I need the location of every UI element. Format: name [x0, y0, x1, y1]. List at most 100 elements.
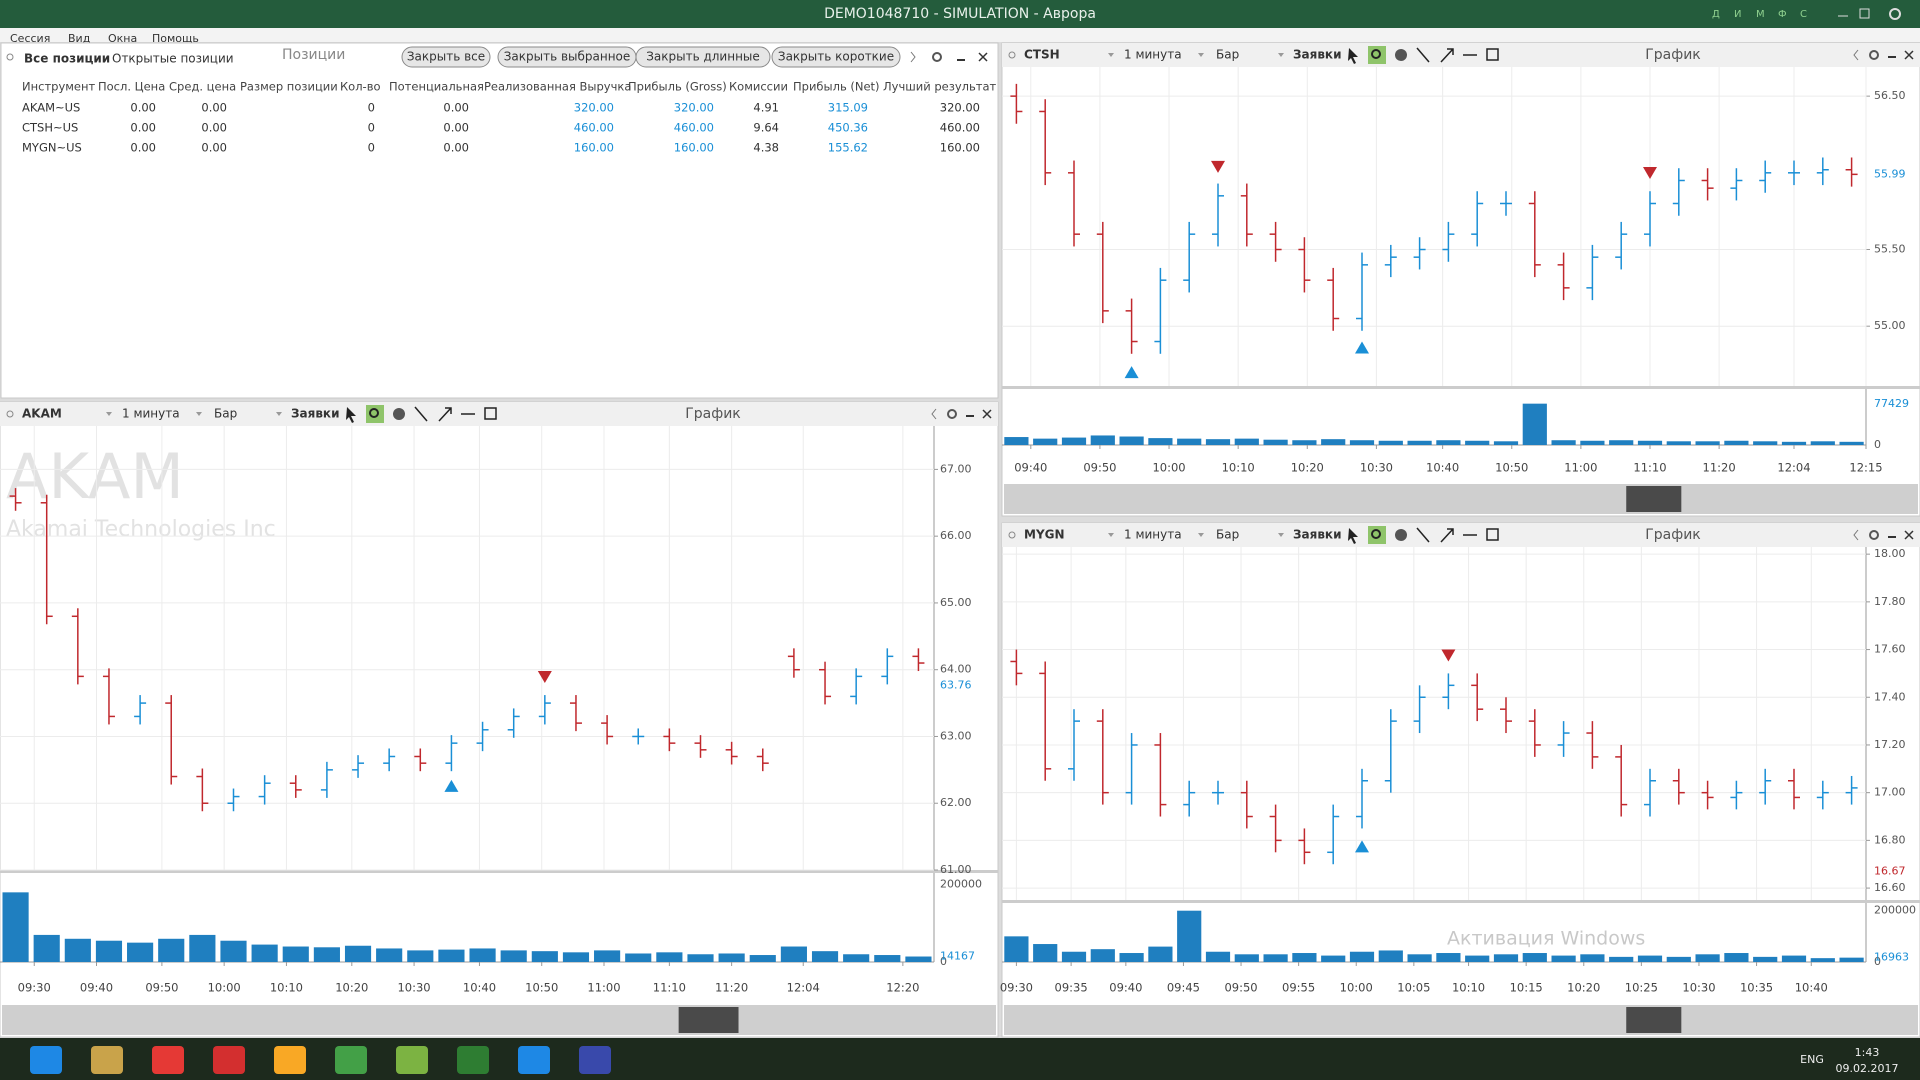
button[interactable] [635, 46, 771, 68]
hand-tool[interactable] [1395, 49, 1407, 61]
hand-tool[interactable] [1395, 529, 1407, 541]
scrollbar[interactable] [2, 1005, 996, 1035]
button-label[interactable]: Закрыть длинные [646, 50, 760, 64]
arrow-tool[interactable] [438, 407, 452, 422]
taskbar-app[interactable] [335, 1046, 367, 1074]
button[interactable] [771, 46, 901, 68]
zoom-icon[interactable] [1371, 49, 1381, 59]
menu-item[interactable]: Окна [108, 32, 137, 45]
scrollbar[interactable] [1004, 1005, 1918, 1035]
close-icon[interactable] [1904, 530, 1914, 540]
hand-tool[interactable] [393, 408, 405, 420]
interval-select[interactable]: 1 минута [1124, 528, 1182, 542]
interval-select[interactable]: 1 минута [1124, 48, 1182, 62]
tab[interactable]: Открытые позиции [112, 52, 234, 66]
menu-item[interactable]: Сессия [10, 32, 50, 45]
close-icon[interactable] [978, 52, 988, 62]
cursor-tool[interactable] [1348, 48, 1358, 64]
volume-bar [905, 956, 932, 962]
volume-bar [1119, 436, 1144, 445]
dropdown-arrow[interactable] [1278, 53, 1284, 57]
chart-header [0, 402, 998, 426]
close-icon[interactable] [1904, 50, 1914, 60]
arrow-tool[interactable] [1440, 48, 1454, 63]
taskbar-date[interactable]: 09.02.2017 [1836, 1062, 1899, 1075]
taskbar-app[interactable] [396, 1046, 428, 1074]
scrollbar-thumb[interactable] [1626, 1007, 1682, 1033]
button-label[interactable]: Закрыть выбранное [504, 50, 631, 64]
dropdown-arrow[interactable] [196, 412, 202, 416]
line-tool[interactable] [1416, 527, 1430, 543]
scrollbar[interactable] [1004, 484, 1918, 514]
scroll-left-icon[interactable] [1853, 49, 1859, 61]
interval-select[interactable]: 1 минута [122, 407, 180, 421]
scroll-left-icon[interactable] [1853, 529, 1859, 541]
volume-bar [1349, 440, 1375, 445]
tab-active[interactable]: Все позиции [24, 52, 110, 66]
x-tick-label: 10:00 [1152, 461, 1185, 475]
menu-item[interactable]: Помощь [152, 32, 199, 45]
rect-tool[interactable] [484, 407, 497, 420]
button-label[interactable]: Закрыть все [407, 50, 485, 64]
volume-bar [1004, 437, 1029, 445]
taskbar-app[interactable] [518, 1046, 550, 1074]
taskbar-app[interactable] [457, 1046, 489, 1074]
volume-tick-label: 0 [1874, 438, 1881, 451]
dropdown-arrow[interactable] [276, 412, 282, 416]
settings-icon[interactable] [1889, 8, 1901, 20]
taskbar-time[interactable]: 1:43 [1855, 1046, 1880, 1059]
scroll-left-icon[interactable] [931, 408, 937, 420]
volume-bar [64, 938, 91, 962]
volume-bar [1839, 957, 1864, 962]
taskbar-app[interactable] [152, 1046, 184, 1074]
zoom-tool[interactable] [1368, 526, 1386, 544]
taskbar-app[interactable] [213, 1046, 245, 1074]
symbol-select[interactable]: MYGN [1024, 528, 1065, 542]
button-label[interactable]: Закрыть короткие [778, 50, 894, 64]
orders-button[interactable]: Заявки [1293, 48, 1341, 62]
dropdown-arrow[interactable] [1108, 533, 1114, 537]
menu-item[interactable]: Вид [68, 32, 91, 45]
settings-icon[interactable] [932, 52, 942, 62]
rect-tool[interactable] [1486, 48, 1499, 61]
rect-tool[interactable] [1486, 528, 1499, 541]
taskbar-app[interactable] [91, 1046, 123, 1074]
taskbar-app[interactable] [579, 1046, 611, 1074]
table-cell: 0 [368, 101, 375, 115]
dropdown-arrow[interactable] [1198, 533, 1204, 537]
volume-bar [1321, 955, 1346, 962]
orders-button[interactable]: Заявки [1293, 528, 1341, 542]
close-icon[interactable] [982, 409, 992, 419]
cursor-tool[interactable] [346, 407, 356, 423]
maximize-icon[interactable] [1859, 8, 1870, 19]
scrollbar-thumb[interactable] [1626, 486, 1682, 512]
zoom-tool[interactable] [1368, 46, 1386, 64]
zoom-icon[interactable] [369, 408, 379, 418]
zoom-icon[interactable] [1371, 529, 1381, 539]
scroll-right-icon[interactable] [910, 51, 916, 63]
settings-icon[interactable] [947, 409, 957, 419]
dropdown-arrow[interactable] [1108, 53, 1114, 57]
symbol-select[interactable]: CTSH [1024, 48, 1060, 62]
taskbar-app[interactable] [30, 1046, 62, 1074]
dropdown-arrow[interactable] [1198, 53, 1204, 57]
taskbar-language[interactable]: ENG [1800, 1053, 1824, 1066]
dropdown-arrow[interactable] [106, 412, 112, 416]
line-tool[interactable] [1416, 47, 1430, 63]
scrollbar-thumb[interactable] [678, 1007, 739, 1033]
settings-icon[interactable] [1869, 530, 1879, 540]
button[interactable] [401, 46, 491, 68]
panel-pin [1008, 51, 1016, 59]
settings-icon[interactable] [1869, 50, 1879, 60]
orders-button[interactable]: Заявки [291, 407, 339, 421]
dropdown-arrow[interactable] [1278, 533, 1284, 537]
symbol-select[interactable]: AKAM [22, 407, 62, 421]
style-select[interactable]: Бар [214, 407, 237, 421]
line-tool[interactable] [414, 406, 428, 422]
zoom-tool[interactable] [366, 405, 384, 423]
cursor-tool[interactable] [1348, 528, 1358, 544]
arrow-tool[interactable] [1440, 528, 1454, 543]
style-select[interactable]: Бар [1216, 528, 1239, 542]
taskbar-app[interactable] [274, 1046, 306, 1074]
style-select[interactable]: Бар [1216, 48, 1239, 62]
